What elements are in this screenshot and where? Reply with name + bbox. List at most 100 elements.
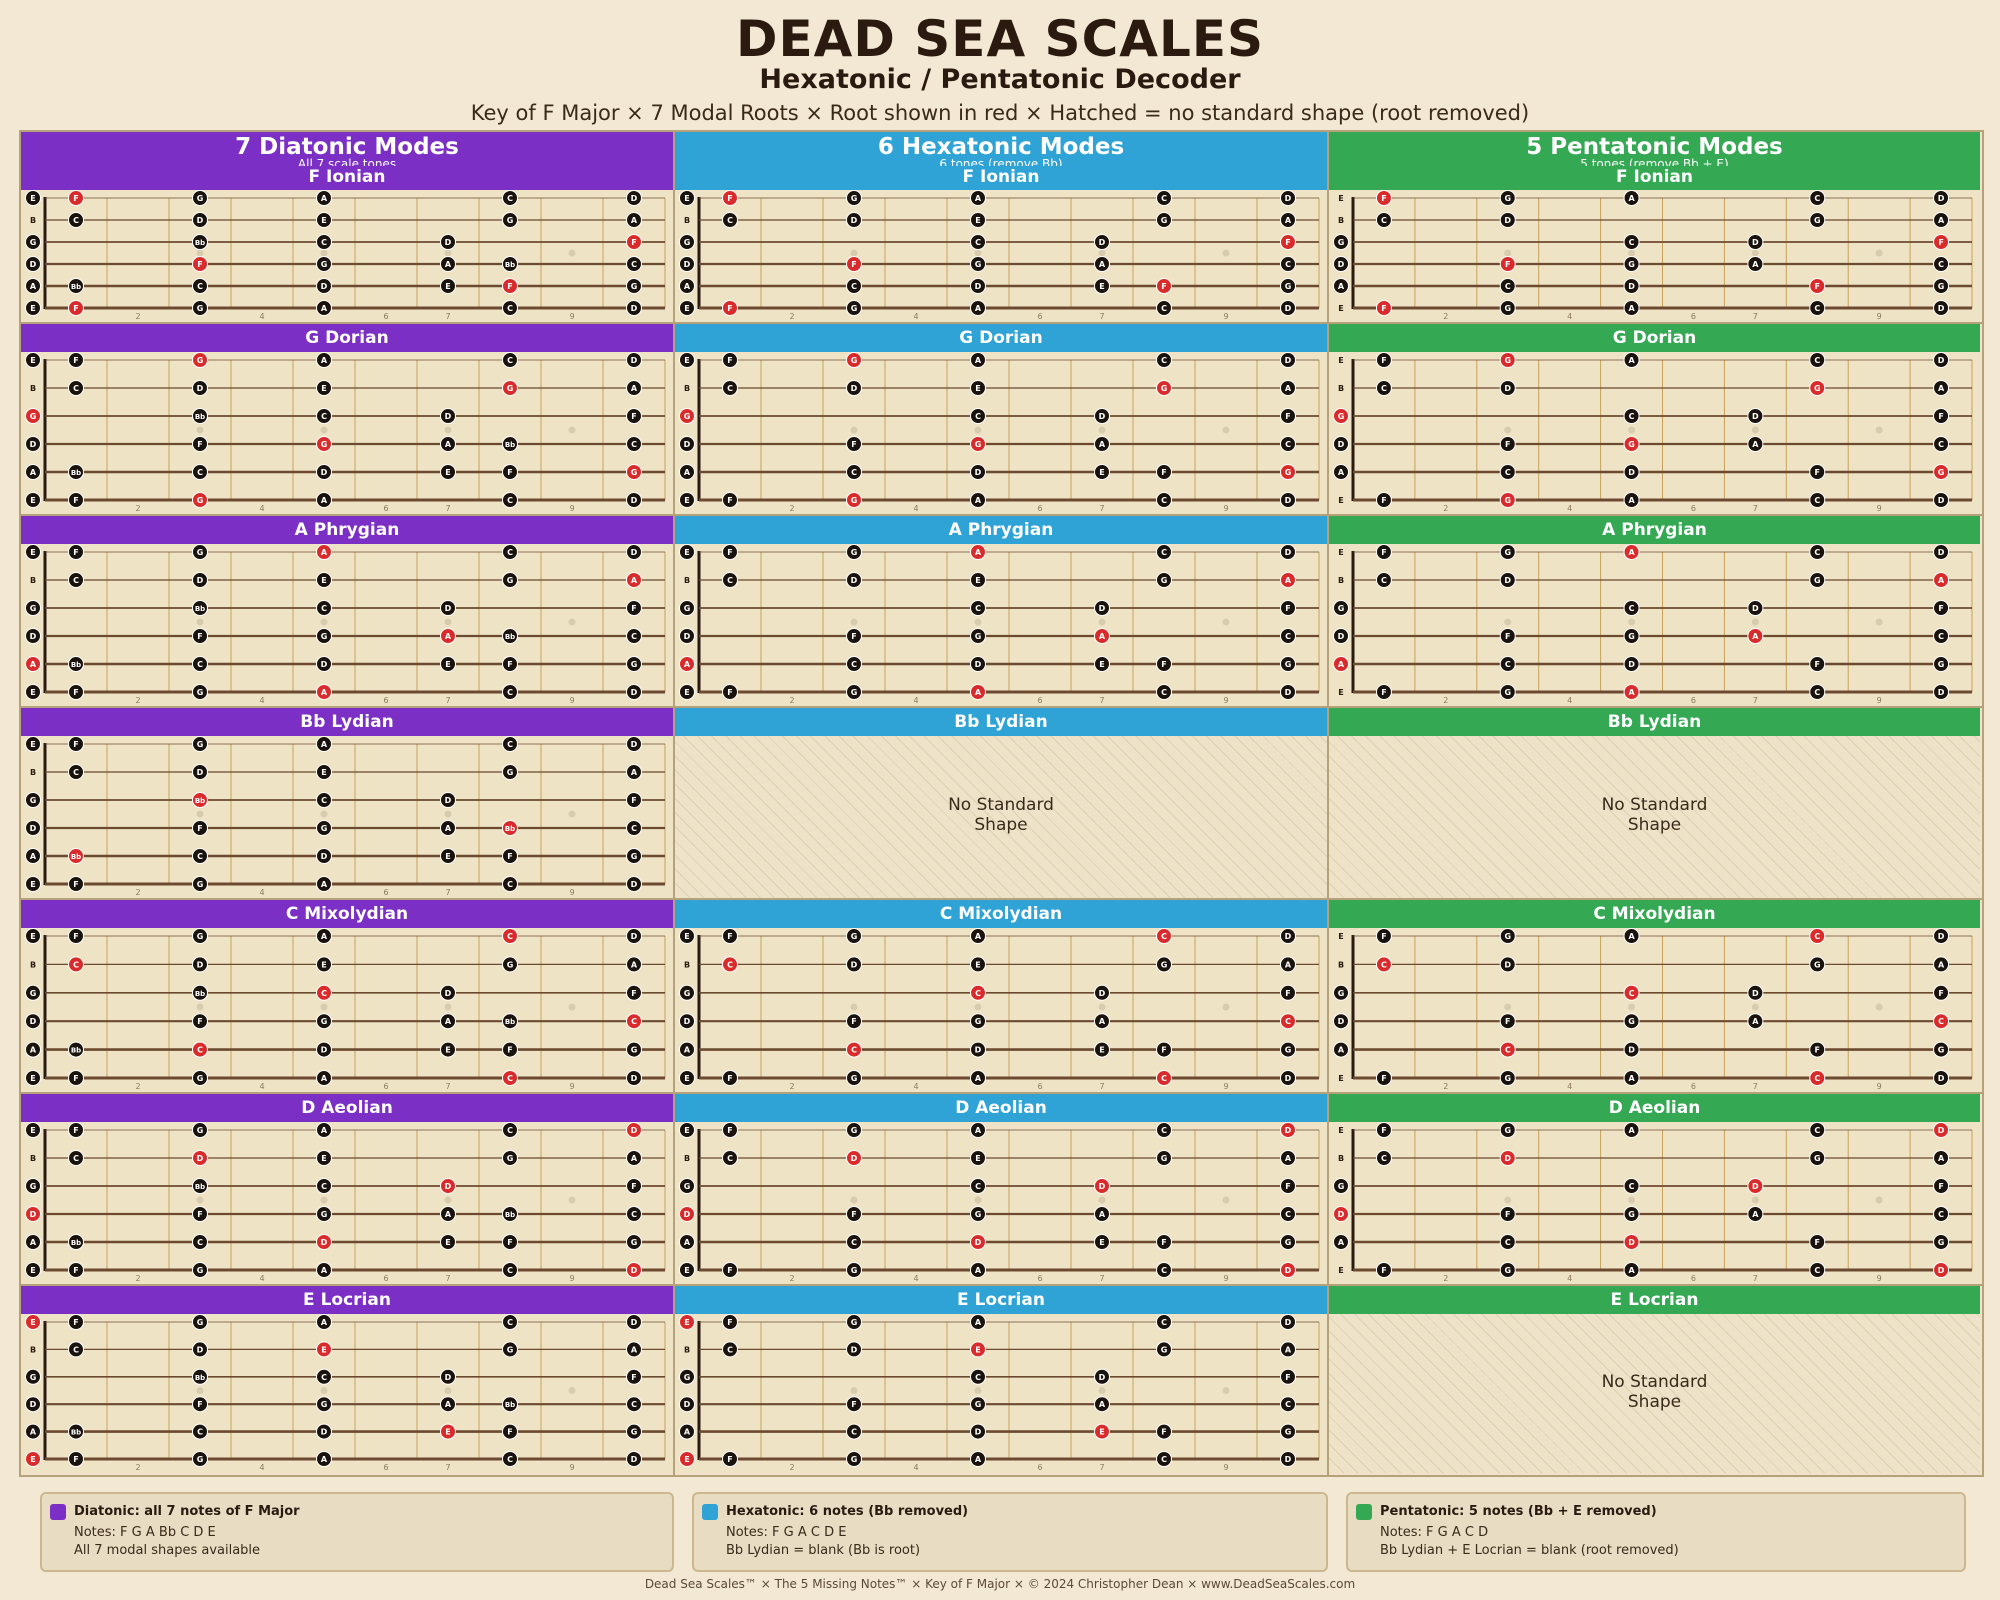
svg-text:G: G xyxy=(975,1017,982,1026)
svg-text:D: D xyxy=(631,194,638,203)
svg-text:A: A xyxy=(321,740,328,749)
scale-note: D xyxy=(1094,600,1110,616)
scale-note: C xyxy=(1809,1122,1826,1138)
svg-text:G: G xyxy=(975,260,982,269)
scale-note: D xyxy=(1747,408,1764,424)
string-name: B xyxy=(684,384,690,393)
root-note: D xyxy=(1933,1122,1950,1138)
svg-text:D: D xyxy=(1938,548,1945,557)
string-name: E xyxy=(1338,548,1343,557)
svg-text:F: F xyxy=(1285,238,1290,247)
svg-text:A: A xyxy=(445,824,452,833)
scale-note: G xyxy=(25,984,41,1001)
svg-text:C: C xyxy=(631,824,637,833)
fret-inlay xyxy=(850,618,858,626)
scale-note: D xyxy=(626,876,642,892)
svg-text:F: F xyxy=(1381,1126,1386,1135)
scale-note: G xyxy=(316,628,332,644)
svg-text:F: F xyxy=(73,1455,78,1464)
svg-text:E: E xyxy=(1099,1046,1104,1055)
svg-text:D: D xyxy=(684,632,691,641)
scale-note: C xyxy=(1809,492,1826,508)
svg-text:C: C xyxy=(507,1318,513,1327)
svg-text:D: D xyxy=(1938,304,1945,313)
svg-text:G: G xyxy=(1938,282,1945,291)
svg-text:F: F xyxy=(197,824,202,833)
fretboard-pentatonic: 2 4 6 7 9 E F G A C D B C D G A G C D F D F G A C A C D F G E F G A C D xyxy=(1329,928,1980,1092)
scale-note: C xyxy=(502,492,518,508)
svg-text:C: C xyxy=(1285,632,1291,641)
svg-text:A: A xyxy=(975,356,982,365)
svg-text:A: A xyxy=(1628,1126,1635,1135)
scale-note: F xyxy=(1156,464,1172,480)
svg-text:C: C xyxy=(975,412,981,421)
root-note: C xyxy=(502,1070,518,1086)
svg-text:G: G xyxy=(1938,1238,1945,1247)
scale-note: G xyxy=(679,234,695,250)
svg-text:G: G xyxy=(851,1074,858,1083)
svg-text:C: C xyxy=(1285,1210,1291,1219)
svg-text:E: E xyxy=(684,194,689,203)
svg-text:F: F xyxy=(1381,1074,1386,1083)
column-header-hexatonic: 6 Hexatonic Modes 6 tones (remove Bb) xyxy=(675,132,1327,171)
scale-note: A xyxy=(970,352,986,368)
scale-note: C xyxy=(1623,234,1640,250)
svg-text:A: A xyxy=(1338,1238,1345,1247)
svg-text:C: C xyxy=(631,440,637,449)
scale-note: D xyxy=(1623,464,1640,480)
svg-text:C: C xyxy=(1161,1318,1167,1327)
svg-text:A: A xyxy=(684,1428,691,1437)
fretboard-svg: 2 4 6 7 9 E F G A C D B C D E G A G C D F D F G A C A C D E F G E F G A C D xyxy=(679,544,1320,705)
svg-text:G: G xyxy=(321,1210,328,1219)
svg-text:C: C xyxy=(321,796,327,805)
scale-note: C xyxy=(722,1150,738,1166)
column-title: 5 Pentatonic Modes xyxy=(1526,134,1783,160)
fret-inlay xyxy=(1628,249,1636,257)
scale-note: G xyxy=(626,848,642,864)
fretboard-diatonic: 2 4 6 7 9 E F G A C D B C D E G A G Bb C D F D F G A Bb C A Bb C D E F G E F… xyxy=(21,544,673,706)
root-note: C xyxy=(1280,1013,1296,1030)
svg-text:E: E xyxy=(445,1428,450,1437)
svg-text:G: G xyxy=(1814,1154,1821,1163)
scale-note: E xyxy=(25,928,41,944)
scale-note: D xyxy=(1094,234,1110,250)
mode-label-pentatonic: F Ionian xyxy=(1329,166,1980,190)
svg-text:D: D xyxy=(30,824,37,833)
svg-text:D: D xyxy=(1285,496,1292,505)
scale-note: D xyxy=(192,1341,208,1358)
svg-text:G: G xyxy=(321,632,328,641)
scale-note: Bb xyxy=(68,1041,84,1058)
scale-note: F xyxy=(626,600,642,616)
scale-note: E xyxy=(316,572,332,588)
scale-note: D xyxy=(970,278,986,294)
svg-text:G: G xyxy=(197,1266,204,1275)
fret-number: 2 xyxy=(135,312,140,321)
svg-text:A: A xyxy=(1628,496,1635,505)
legend-title: Diatonic: all 7 notes of F Major xyxy=(74,1504,300,1519)
fret-number: 6 xyxy=(383,1463,388,1472)
svg-text:C: C xyxy=(507,880,513,889)
mode-label-diatonic: G Dorian xyxy=(21,324,673,352)
svg-text:E: E xyxy=(445,1238,450,1247)
svg-text:A: A xyxy=(975,932,982,941)
scale-note: F xyxy=(722,928,738,944)
scale-note: Bb xyxy=(192,600,208,616)
root-note: D xyxy=(1280,1122,1296,1138)
scale-note: F xyxy=(1280,1368,1296,1385)
scale-note: G xyxy=(626,1041,642,1058)
scale-note: A xyxy=(1747,436,1764,452)
svg-text:D: D xyxy=(631,1126,638,1135)
scale-note: F xyxy=(192,436,208,452)
header: DEAD SEA SCALES Hexatonic / Pentatonic D… xyxy=(0,0,2000,130)
scale-note: E xyxy=(679,300,695,316)
scale-note: G xyxy=(1156,1150,1172,1166)
svg-text:D: D xyxy=(1099,1182,1106,1191)
row-divider xyxy=(21,322,1982,324)
root-note: F xyxy=(68,190,84,206)
svg-text:F: F xyxy=(727,1126,732,1135)
scale-note: F xyxy=(192,820,208,836)
column-divider xyxy=(673,132,675,1475)
fret-inlay xyxy=(1751,249,1759,257)
svg-text:D: D xyxy=(1285,356,1292,365)
scale-note: D xyxy=(25,436,41,452)
